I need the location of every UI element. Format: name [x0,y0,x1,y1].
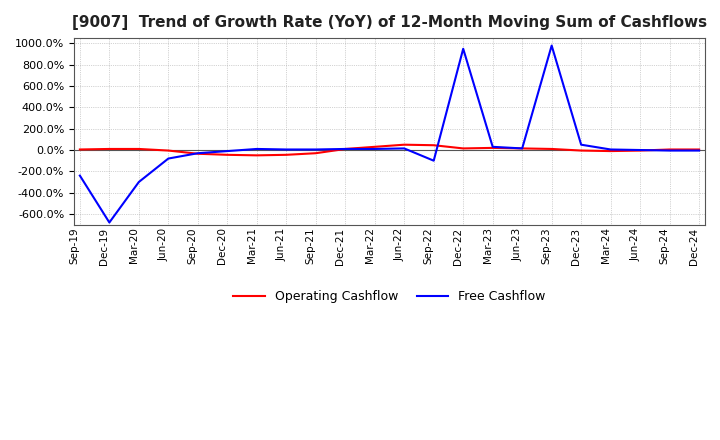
Free Cashflow [459,46,467,51]
Free Cashflow [370,147,379,152]
Free Cashflow [429,158,438,163]
Free Cashflow [577,142,585,147]
Free Cashflow [223,148,232,154]
Free Cashflow [282,147,291,152]
Free Cashflow [194,150,202,156]
Operating Cashflow [636,148,644,153]
Legend: Operating Cashflow, Free Cashflow: Operating Cashflow, Free Cashflow [228,285,551,308]
Line: Free Cashflow: Free Cashflow [80,46,699,223]
Free Cashflow [164,156,173,161]
Operating Cashflow [547,147,556,152]
Operating Cashflow [341,147,350,152]
Operating Cashflow [312,150,320,156]
Operating Cashflow [253,153,261,158]
Operating Cashflow [518,146,526,151]
Operating Cashflow [164,148,173,153]
Free Cashflow [665,148,674,153]
Operating Cashflow [105,147,114,152]
Free Cashflow [636,147,644,153]
Free Cashflow [312,147,320,152]
Operating Cashflow [194,151,202,156]
Line: Operating Cashflow: Operating Cashflow [80,145,699,155]
Operating Cashflow [665,147,674,152]
Free Cashflow [135,180,143,185]
Free Cashflow [105,220,114,225]
Operating Cashflow [370,144,379,150]
Free Cashflow [253,147,261,152]
Operating Cashflow [76,147,84,152]
Free Cashflow [518,146,526,151]
Free Cashflow [341,147,350,152]
Operating Cashflow [695,147,703,152]
Operating Cashflow [223,152,232,158]
Operating Cashflow [459,146,467,151]
Operating Cashflow [606,148,615,154]
Free Cashflow [76,173,84,178]
Operating Cashflow [577,148,585,153]
Free Cashflow [606,147,615,152]
Operating Cashflow [400,142,408,147]
Free Cashflow [547,43,556,48]
Operating Cashflow [429,143,438,148]
Title: [9007]  Trend of Growth Rate (YoY) of 12-Month Moving Sum of Cashflows: [9007] Trend of Growth Rate (YoY) of 12-… [72,15,707,30]
Free Cashflow [488,144,497,150]
Operating Cashflow [488,145,497,150]
Free Cashflow [400,146,408,151]
Free Cashflow [695,148,703,153]
Operating Cashflow [282,152,291,158]
Operating Cashflow [135,147,143,152]
